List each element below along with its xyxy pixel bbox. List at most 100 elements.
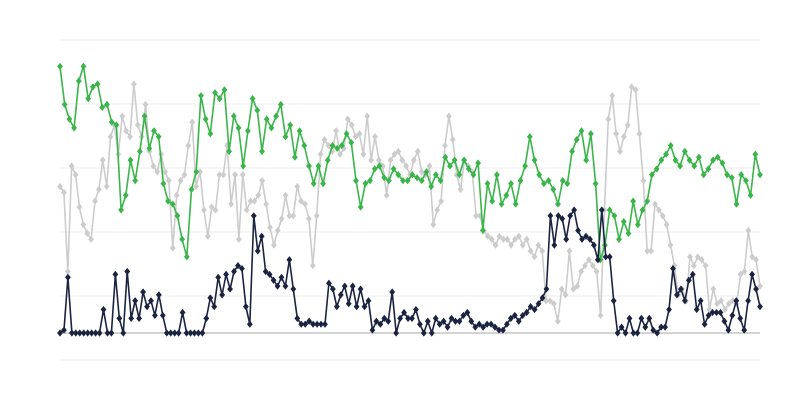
data-point: [752, 150, 759, 158]
data-point: [666, 305, 672, 314]
data-point: [638, 314, 645, 322]
data-point: [181, 171, 188, 179]
data-point: [743, 177, 749, 185]
data-point: [203, 314, 210, 322]
data-point: [677, 162, 684, 170]
data-point: [456, 171, 463, 179]
data-point: [361, 303, 368, 311]
data-point: [216, 171, 223, 179]
data-point: [223, 270, 229, 278]
data-point: [278, 215, 285, 223]
data-point: [119, 112, 126, 120]
series-line: [59, 209, 761, 334]
data-point: [314, 320, 320, 328]
data-point: [470, 171, 477, 179]
data-point: [504, 320, 510, 328]
data-point: [390, 165, 397, 173]
data-point: [166, 177, 172, 185]
data-point: [108, 118, 115, 126]
data-point: [426, 162, 433, 170]
data-point: [484, 232, 491, 240]
data-point: [547, 212, 554, 220]
data-point: [352, 133, 359, 141]
data-point: [298, 320, 305, 328]
data-point: [432, 171, 439, 179]
data-point: [381, 174, 388, 182]
data-point: [757, 282, 763, 290]
data-point: [452, 317, 459, 325]
data-point: [636, 130, 643, 138]
data-point: [714, 153, 721, 161]
data-point: [294, 182, 301, 191]
data-point: [507, 314, 514, 322]
data-point: [173, 191, 180, 199]
data-point: [197, 168, 203, 176]
data-point: [235, 124, 242, 132]
data-point: [294, 314, 301, 322]
data-point: [136, 314, 142, 322]
data-point: [228, 200, 234, 208]
data-point: [526, 133, 533, 141]
data-point: [504, 235, 511, 243]
data-point: [349, 282, 356, 290]
data-point: [356, 130, 363, 138]
data-point: [57, 329, 63, 337]
data-point: [430, 220, 437, 229]
data-point: [271, 241, 277, 249]
data-point: [76, 329, 83, 337]
data-point: [348, 138, 355, 147]
data-point: [188, 185, 195, 194]
data-point: [301, 141, 308, 150]
data-point: [199, 329, 206, 337]
data-point: [84, 229, 91, 237]
data-point: [724, 171, 730, 179]
data-point: [705, 165, 712, 173]
data-point: [611, 212, 618, 220]
data-point: [511, 311, 518, 320]
data-point: [61, 326, 67, 334]
data-point: [371, 165, 378, 173]
data-point: [387, 156, 394, 164]
data-point: [116, 314, 123, 322]
data-point: [57, 62, 63, 70]
data-point: [649, 171, 655, 179]
data-point: [286, 212, 293, 220]
data-point: [613, 130, 619, 138]
data-point: [586, 256, 592, 264]
data-point: [697, 297, 704, 305]
data-point: [395, 171, 402, 179]
data-point: [698, 256, 705, 264]
data-point: [171, 329, 178, 337]
data-point: [302, 320, 309, 328]
data-point: [574, 282, 581, 290]
data-point: [620, 218, 627, 226]
data-point: [267, 223, 273, 232]
data-point: [468, 317, 475, 325]
data-point: [508, 179, 514, 188]
data-point: [494, 171, 500, 179]
data-point: [259, 177, 266, 185]
data-point: [404, 177, 411, 185]
data-point: [124, 267, 131, 276]
data-point: [254, 106, 261, 114]
data-point: [531, 253, 538, 261]
data-point: [757, 171, 763, 179]
data-point: [702, 262, 709, 270]
data-point: [587, 130, 594, 138]
data-point: [512, 235, 518, 243]
data-point: [80, 329, 87, 337]
data-point: [246, 320, 253, 328]
data-point: [479, 226, 486, 235]
data-point: [642, 323, 649, 331]
data-point: [249, 95, 256, 103]
data-point: [757, 303, 763, 311]
data-point: [639, 206, 646, 214]
data-point: [286, 256, 293, 264]
data-point: [414, 147, 421, 155]
data-point: [65, 273, 71, 281]
data-point: [231, 267, 237, 276]
data-point: [644, 197, 651, 205]
data-point: [152, 311, 158, 320]
data-point: [710, 156, 716, 164]
data-point: [179, 235, 186, 243]
